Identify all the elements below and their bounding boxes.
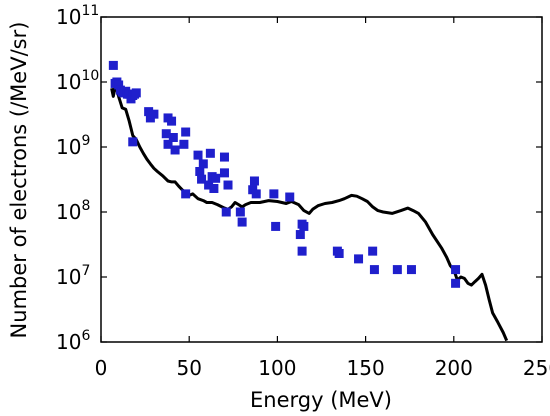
data-point (354, 254, 364, 264)
data-point (368, 246, 378, 256)
data-point (249, 176, 259, 186)
data-point (114, 80, 124, 90)
y-tick-labels: 106 107 108 109 1010 1011 (56, 3, 99, 354)
y-tick-label: 1010 (56, 68, 99, 94)
data-point (204, 180, 214, 190)
data-point (451, 265, 461, 275)
data-point (144, 107, 154, 117)
y-tick-label: 108 (56, 198, 90, 224)
x-tick-label: 0 (95, 356, 108, 380)
data-point (295, 230, 305, 240)
plot-frame (100, 16, 543, 343)
y-tick-label: 109 (56, 133, 90, 159)
data-point (334, 248, 344, 258)
x-tick-label: 200 (435, 356, 473, 380)
data-point (149, 109, 159, 119)
data-point (209, 183, 219, 193)
data-point (392, 265, 402, 275)
data-point (251, 189, 261, 199)
data-point (167, 116, 177, 126)
data-point (170, 145, 180, 155)
data-point (223, 180, 233, 190)
data-point (131, 88, 141, 98)
axis-ticks (100, 16, 543, 343)
y-tick-label: 1011 (56, 3, 99, 29)
data-point (235, 207, 245, 217)
data-point (195, 166, 205, 176)
data-point (451, 278, 461, 288)
data-point (406, 265, 416, 275)
data-point (108, 60, 118, 70)
data-point (299, 221, 309, 231)
y-axis-title: Number of electrons (/MeV/sr) (7, 22, 31, 339)
data-point (163, 139, 173, 149)
scatter-series (108, 60, 461, 288)
x-tick-label: 100 (258, 356, 296, 380)
data-point (237, 217, 247, 227)
data-point (181, 189, 191, 199)
x-tick-label: 250 (523, 356, 550, 380)
x-tick-label: 50 (176, 356, 201, 380)
data-point (211, 173, 221, 183)
x-tick-label: 150 (347, 356, 385, 380)
data-point (285, 192, 295, 202)
data-point (128, 137, 138, 147)
data-point (369, 265, 379, 275)
data-point (181, 127, 191, 137)
data-point (269, 189, 279, 199)
y-tick-label: 106 (56, 328, 90, 354)
data-point (297, 246, 307, 256)
data-point (168, 133, 178, 143)
y-tick-label: 107 (56, 263, 90, 289)
data-point (179, 139, 189, 149)
data-point (198, 159, 208, 169)
data-point (271, 221, 281, 231)
data-point (219, 152, 229, 162)
data-point (161, 129, 171, 139)
x-axis-title: Energy (MeV) (250, 388, 392, 412)
x-tick-labels: 0 50 100 150 200 250 (95, 356, 550, 380)
data-point (219, 168, 229, 178)
data-point (205, 148, 215, 158)
data-point (221, 207, 231, 217)
data-point (197, 174, 207, 184)
data-point (193, 150, 203, 160)
